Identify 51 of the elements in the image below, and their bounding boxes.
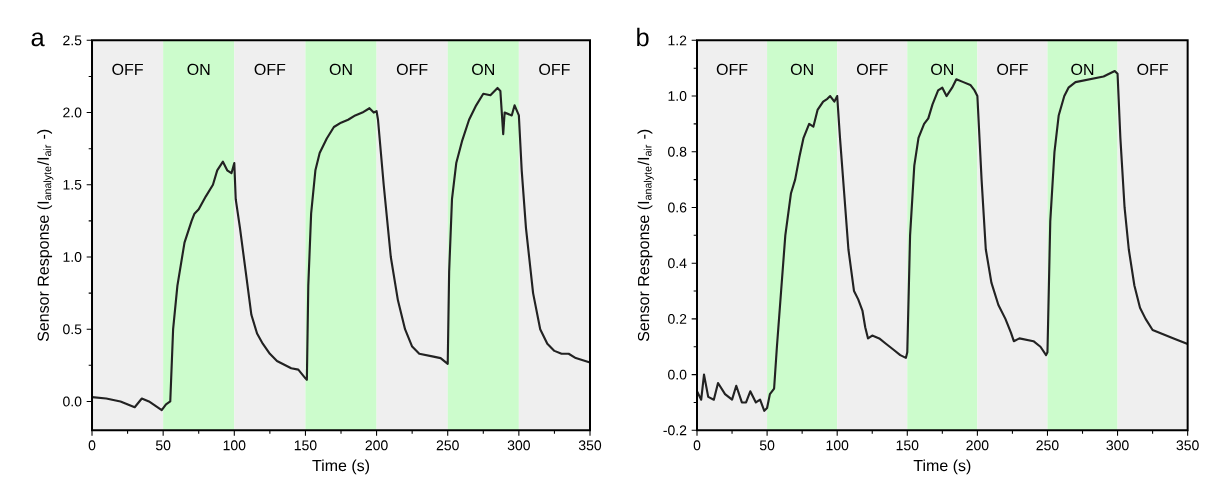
band-label: OFF <box>716 63 748 76</box>
x-tick-label: 50 <box>759 440 775 451</box>
y-tick-label: 1.0 <box>63 252 82 262</box>
x-tick-label: 100 <box>826 440 849 451</box>
band-label: OFF <box>112 63 143 76</box>
band-label: ON <box>790 63 813 76</box>
x-axis-title: Time (s) <box>913 459 971 475</box>
band-label: ON <box>931 63 954 76</box>
band-label: OFF <box>1137 63 1168 76</box>
y-tick-label: 0.0 <box>63 396 82 407</box>
y-tick-label: 0.0 <box>668 369 687 380</box>
y-tick-label: 1.0 <box>668 91 687 102</box>
x-tick-label: 350 <box>1176 440 1199 451</box>
chart-title: a <box>31 32 45 47</box>
y-tick-label: 1.2 <box>668 35 687 46</box>
x-tick-label: 200 <box>365 440 388 451</box>
y-tick-label: 0.4 <box>668 258 687 269</box>
y-tick-label: 0.2 <box>668 313 687 324</box>
y-tick-label: 2.5 <box>63 35 82 46</box>
band-label: ON <box>1071 63 1094 76</box>
y-tick-label: 0.5 <box>63 324 82 335</box>
band-label: ON <box>472 63 494 76</box>
y-axis-title: Sensor Response (I$_{analyte}$/I$_{air}$ -) <box>37 129 54 342</box>
x-tick-label: 250 <box>1036 440 1059 451</box>
x-tick-label: 50 <box>155 440 171 451</box>
x-tick-label: 0 <box>88 440 96 451</box>
x-tick-label: 350 <box>578 440 602 451</box>
band-label: OFF <box>997 63 1028 76</box>
y-axis-title: Sensor Response (I$_{analyte}$/I$_{air}$ -) <box>637 129 654 342</box>
x-tick-label: 300 <box>507 440 530 451</box>
band-label: OFF <box>856 63 888 76</box>
y-tick-label: 2.0 <box>63 107 82 118</box>
band-label: OFF <box>254 63 286 76</box>
y-tick-label: -0.2 <box>663 425 687 436</box>
x-tick-label: 150 <box>294 440 317 451</box>
line-series <box>90 86 592 412</box>
band-label: ON <box>187 63 210 76</box>
y-tick-label: 0.8 <box>668 146 687 157</box>
x-tick-label: 250 <box>436 440 459 451</box>
y-tick-label: 0.6 <box>668 202 687 213</box>
x-tick-label: 150 <box>896 440 919 451</box>
x-tick-label: 0 <box>693 440 701 451</box>
x-axis-title: Time (s) <box>312 459 370 475</box>
band-label: OFF <box>539 63 570 76</box>
y-tick-label: 1.5 <box>63 179 82 190</box>
x-tick-label: 300 <box>1106 440 1129 451</box>
x-tick-label: 100 <box>223 440 246 451</box>
x-tick-label: 200 <box>966 440 989 451</box>
chart-title: b <box>637 27 649 47</box>
band-label: ON <box>329 63 352 76</box>
band-label: OFF <box>396 63 428 76</box>
